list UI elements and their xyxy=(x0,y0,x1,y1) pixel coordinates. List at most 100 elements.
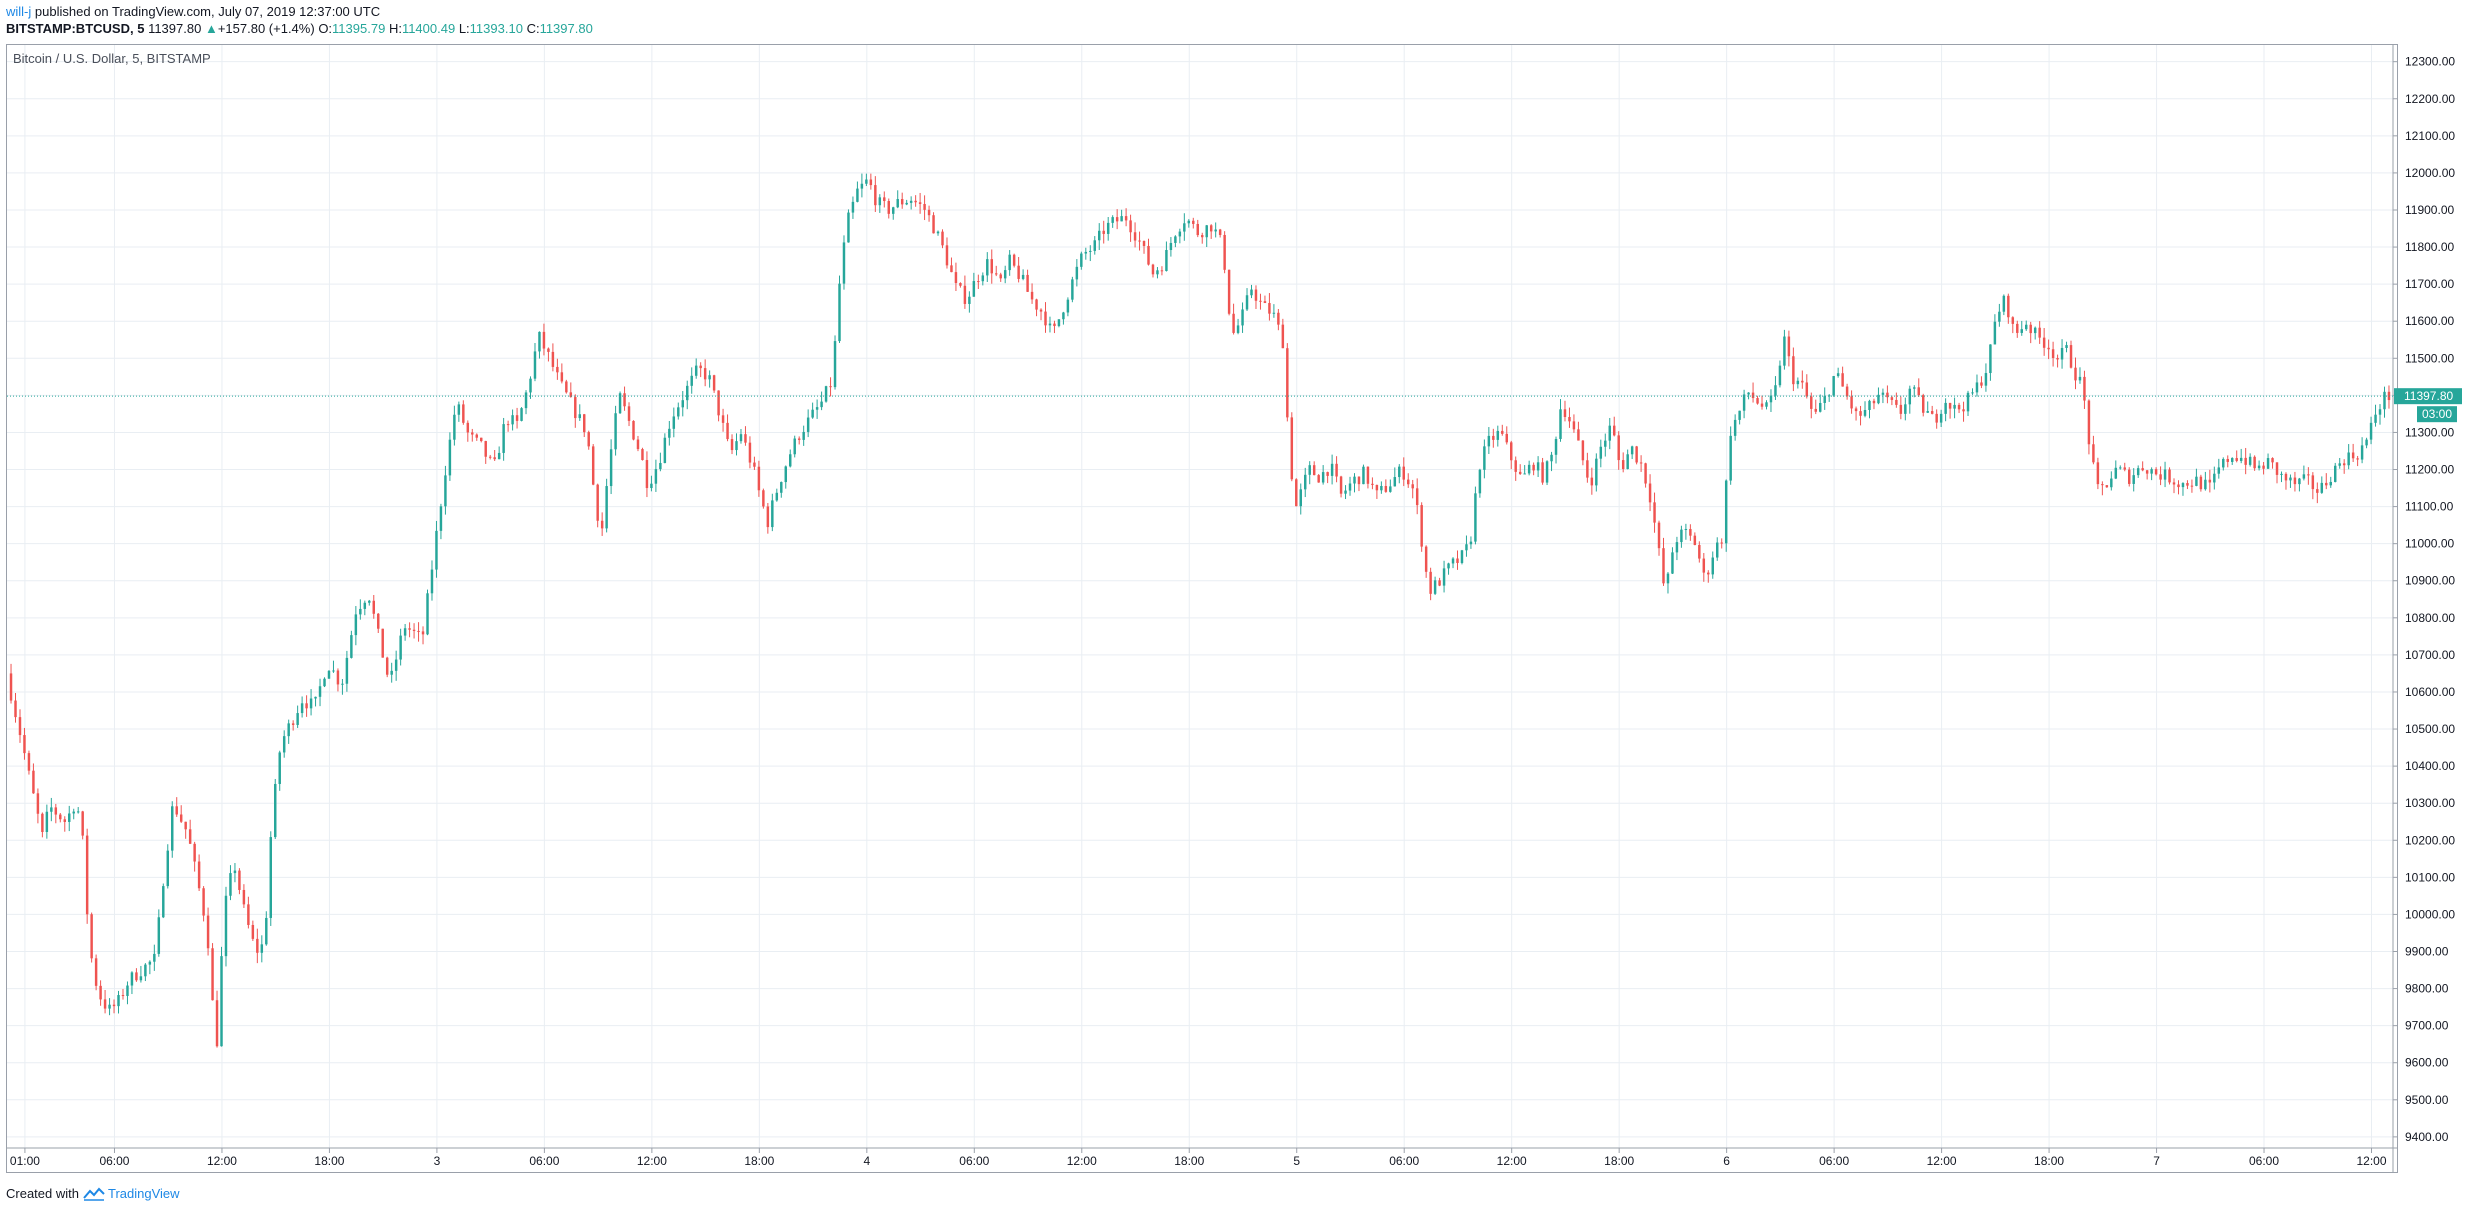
candle-body xyxy=(1106,222,1110,234)
candle-body xyxy=(1935,413,1938,423)
candle-body xyxy=(609,449,613,487)
candle-body xyxy=(1250,289,1253,296)
candle-body xyxy=(1012,254,1016,266)
chart-frame[interactable] xyxy=(6,44,2398,1173)
candle-body xyxy=(1729,435,1732,481)
y-tick-label: 9800.00 xyxy=(2405,982,2449,996)
candle-body xyxy=(1541,462,1544,483)
candle-body xyxy=(618,393,622,414)
candle-body xyxy=(587,432,590,447)
candle-body xyxy=(1093,240,1096,251)
candle-body xyxy=(981,275,985,282)
candle-body xyxy=(497,452,501,460)
y-tick-label: 11100.00 xyxy=(2405,500,2454,514)
candle-body xyxy=(2011,317,2015,324)
candle-body xyxy=(1989,344,1992,374)
candle-body xyxy=(1039,309,1043,312)
candle-body xyxy=(1223,234,1226,270)
candle-body xyxy=(1738,410,1741,420)
author-link[interactable]: will-j xyxy=(6,4,32,19)
candle-body xyxy=(1577,429,1580,441)
candle-body xyxy=(874,185,877,206)
candle-body xyxy=(354,614,358,636)
x-tick-label: 06:00 xyxy=(1389,1154,1419,1168)
candle-body xyxy=(215,1000,219,1047)
candle-body xyxy=(372,600,375,614)
candle-body xyxy=(2383,391,2386,410)
candle-body xyxy=(206,915,210,949)
candle-body xyxy=(1321,472,1325,483)
candle-body xyxy=(1702,558,1706,573)
candle-body xyxy=(318,686,322,697)
candle-body xyxy=(193,843,196,862)
candle-body xyxy=(1424,546,1428,572)
candle-body xyxy=(1344,490,1347,494)
candle-body xyxy=(1317,475,1320,483)
candle-body xyxy=(766,506,770,528)
candle-body xyxy=(717,390,720,416)
candle-body xyxy=(1550,454,1553,462)
tradingview-brand-link[interactable]: TradingView xyxy=(83,1186,180,1201)
candle-body xyxy=(793,438,796,455)
candle-body xyxy=(480,437,483,442)
x-tick-label: 01:00 xyxy=(10,1154,40,1168)
candle-body xyxy=(1263,301,1267,304)
candle-body xyxy=(2114,467,2118,479)
candle-body xyxy=(1581,440,1585,461)
change-arrow-icon: ▲ xyxy=(204,21,218,36)
y-tick-label: 12000.00 xyxy=(2405,166,2455,180)
candle-body xyxy=(542,331,546,349)
candle-body xyxy=(789,454,792,467)
candle-body xyxy=(220,956,223,1047)
candle-body xyxy=(900,199,904,205)
candle-body xyxy=(2168,469,2171,483)
published-text: published on TradingView.com, July 07, 2… xyxy=(34,4,381,19)
candle-body xyxy=(1850,396,1853,409)
candle-body xyxy=(439,506,443,531)
candle-body xyxy=(1326,472,1329,476)
candle-body xyxy=(426,593,429,635)
candle-body xyxy=(1487,435,1491,447)
open-label: O: xyxy=(318,21,333,36)
candle-body xyxy=(2284,473,2288,481)
candle-body xyxy=(2266,458,2270,469)
candle-body xyxy=(211,948,214,1001)
y-tick-label: 10000.00 xyxy=(2405,907,2455,921)
candle-body xyxy=(959,283,962,286)
candle-body xyxy=(1630,446,1634,455)
y-tick-label: 11700.00 xyxy=(2405,277,2454,291)
candle-body xyxy=(278,752,281,784)
candle-body xyxy=(739,434,743,442)
candle-body xyxy=(1783,336,1786,366)
candle-body xyxy=(1886,392,1889,398)
candle-body xyxy=(305,703,308,709)
candle-body xyxy=(1084,251,1088,254)
candle-body xyxy=(2253,456,2256,469)
candle-body xyxy=(1089,250,1092,252)
candle-body xyxy=(887,201,890,214)
candle-body xyxy=(1993,321,1997,345)
candle-body xyxy=(1420,505,1423,547)
candle-body xyxy=(2172,482,2176,485)
candle-body xyxy=(1277,312,1280,325)
y-tick-label: 11900.00 xyxy=(2405,203,2454,217)
candle-body xyxy=(309,698,313,709)
candle-body xyxy=(1756,398,1759,404)
candle-body xyxy=(574,397,577,419)
candle-body xyxy=(390,670,393,675)
candle-body xyxy=(829,386,832,388)
candle-body xyxy=(1308,465,1311,475)
candle-body xyxy=(2289,477,2292,481)
candle-body xyxy=(1859,411,1862,416)
candle-body xyxy=(14,700,17,718)
candle-body xyxy=(914,200,917,203)
candle-body xyxy=(1881,392,1885,395)
candle-body xyxy=(1384,485,1388,492)
candle-body xyxy=(135,972,138,981)
candle-body xyxy=(995,273,998,275)
candle-body xyxy=(865,179,868,184)
candle-body xyxy=(1523,473,1526,475)
candle-body xyxy=(596,484,599,521)
candle-body xyxy=(2374,414,2377,423)
